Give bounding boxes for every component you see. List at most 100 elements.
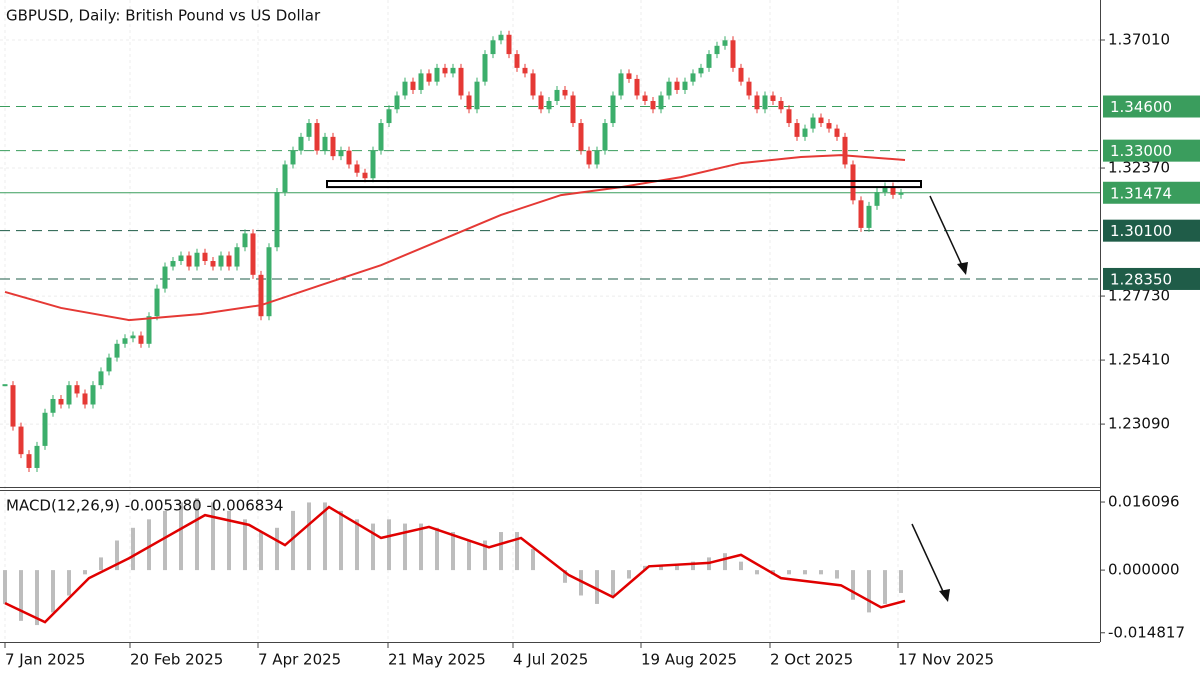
- candle: [266, 247, 272, 317]
- candle: [410, 81, 416, 90]
- candle: [194, 252, 200, 267]
- candle: [386, 109, 392, 124]
- histogram-bar: [147, 519, 151, 571]
- histogram-bar: [803, 570, 807, 575]
- candle: [594, 150, 600, 165]
- candle: [466, 95, 472, 110]
- candle: [258, 274, 264, 317]
- histogram-bar: [451, 532, 455, 571]
- histogram-bar: [483, 540, 487, 571]
- candle: [90, 385, 96, 405]
- candle: [698, 67, 704, 74]
- candle: [122, 338, 128, 344]
- histogram-bar: [115, 540, 119, 571]
- candle: [706, 54, 712, 68]
- level-label: 1.30100: [1110, 222, 1172, 240]
- candle: [586, 150, 592, 165]
- candle: [146, 316, 152, 344]
- candle: [242, 233, 248, 248]
- histogram-bar: [883, 570, 887, 604]
- candle: [66, 385, 72, 405]
- histogram-bar: [755, 570, 759, 575]
- candle: [346, 150, 352, 165]
- candle: [98, 371, 104, 386]
- candle: [482, 54, 488, 82]
- candle: [514, 54, 520, 68]
- histogram-bar: [355, 519, 359, 571]
- histogram-bar: [403, 523, 407, 571]
- candle: [810, 117, 816, 129]
- candle: [674, 81, 680, 90]
- candle: [490, 40, 496, 55]
- candle: [314, 123, 320, 151]
- histogram-bar: [3, 570, 7, 604]
- candle: [50, 398, 56, 413]
- candle: [626, 73, 632, 79]
- candle: [682, 81, 688, 90]
- candle: [434, 67, 440, 82]
- x-tick-label: 7 Jan 2025: [5, 651, 85, 669]
- histogram-bar: [339, 510, 343, 571]
- candle: [338, 150, 344, 157]
- candle: [82, 393, 88, 405]
- support-zone: [326, 180, 922, 189]
- plot-layer: [0, 0, 1100, 642]
- candle: [202, 252, 208, 262]
- histogram-bar: [819, 570, 823, 575]
- candle: [634, 78, 640, 96]
- candle: [162, 266, 168, 289]
- candle: [442, 67, 448, 74]
- candle: [818, 117, 824, 124]
- histogram-bar: [739, 561, 743, 571]
- histogram-bar: [307, 502, 311, 571]
- candle: [290, 150, 296, 165]
- candle: [322, 136, 328, 151]
- candle: [330, 136, 336, 157]
- histogram-bar: [323, 502, 327, 571]
- histogram-bar: [835, 570, 839, 579]
- histogram-bar: [83, 570, 87, 575]
- macd-line: [4, 505, 906, 624]
- candle: [802, 128, 808, 137]
- candle: [498, 34, 504, 41]
- indicator-title: MACD(12,26,9) -0.005380 -0.006834: [6, 497, 283, 515]
- candle: [842, 136, 848, 165]
- y-tick-label: 1.25410: [1108, 351, 1170, 369]
- candle: [506, 34, 512, 55]
- histogram-bar: [19, 570, 23, 621]
- candle: [58, 398, 64, 405]
- x-tick-label: 7 Apr 2025: [258, 651, 341, 669]
- histogram-bar: [499, 532, 503, 571]
- histogram-bar: [659, 565, 663, 571]
- candle: [186, 255, 192, 267]
- candle: [74, 385, 80, 394]
- arrow: [929, 195, 966, 273]
- candle: [26, 454, 32, 468]
- candle: [282, 164, 288, 193]
- candle: [770, 95, 776, 101]
- histogram-bar: [67, 570, 71, 596]
- candle: [746, 81, 752, 96]
- y-tick-label: -0.014817: [1108, 623, 1185, 641]
- candle: [298, 136, 304, 151]
- histogram-bar: [627, 570, 631, 579]
- candle: [762, 95, 768, 110]
- candle: [10, 385, 16, 427]
- histogram-bar: [99, 557, 103, 571]
- candle: [898, 192, 904, 195]
- histogram-bar: [675, 565, 679, 571]
- y-tick-label: 0.000000: [1108, 561, 1180, 579]
- candle: [562, 89, 568, 96]
- candle: [642, 95, 648, 101]
- x-tick-label: 21 May 2025: [388, 651, 486, 669]
- level-label: 1.34600: [1110, 98, 1172, 116]
- candle: [858, 200, 864, 228]
- level-label: 1.33000: [1110, 142, 1172, 160]
- histogram-bar: [579, 570, 583, 596]
- candle: [418, 73, 424, 90]
- histogram-bar: [51, 570, 55, 613]
- candle: [690, 73, 696, 82]
- candle: [666, 81, 672, 96]
- candle: [794, 123, 800, 137]
